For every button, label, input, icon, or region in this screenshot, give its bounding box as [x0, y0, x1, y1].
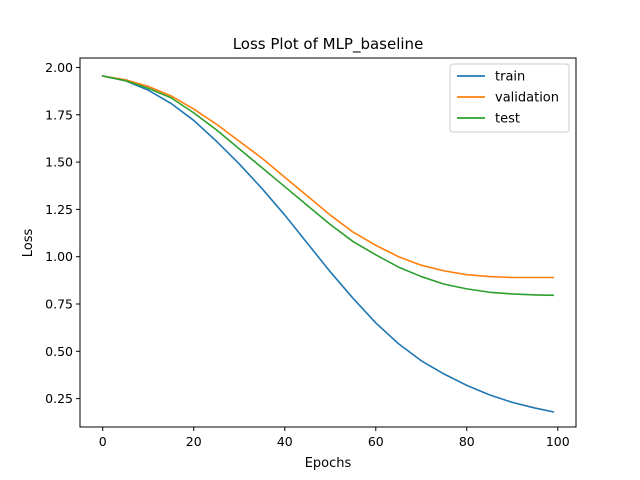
x-tick-label: 80	[459, 434, 475, 449]
y-tick-label: 1.50	[45, 155, 73, 170]
x-axis-title: Epochs	[305, 456, 352, 471]
x-tick-label: 0	[99, 434, 107, 449]
series-line-train	[101, 75, 555, 413]
x-axis: 0 20 40 60 80 100	[99, 427, 570, 449]
legend: train validation test	[449, 63, 570, 133]
y-tick-label: 1.75	[45, 107, 73, 122]
legend-label-train: train	[495, 70, 525, 85]
y-axis: 0.25 0.50 0.75 1.00 1.25 1.50 1.75 2.00	[45, 60, 80, 406]
plot-lines	[101, 75, 555, 413]
x-tick-label: 40	[277, 434, 293, 449]
x-tick-label: 20	[186, 434, 202, 449]
series-line-validation	[101, 75, 555, 279]
legend-box	[449, 63, 570, 133]
y-tick-label: 0.50	[45, 344, 73, 359]
x-tick-label: 100	[546, 434, 570, 449]
y-tick-label: 2.00	[45, 60, 73, 75]
y-tick-label: 1.00	[45, 249, 73, 264]
chart-title: Loss Plot of MLP_baseline	[233, 35, 424, 54]
series-line-test	[101, 75, 555, 297]
y-tick-label: 0.75	[45, 297, 73, 312]
y-axis-title: Loss	[21, 229, 36, 258]
y-tick-label: 0.25	[45, 391, 73, 406]
x-tick-label: 60	[368, 434, 384, 449]
legend-label-test: test	[495, 112, 520, 127]
legend-label-validation: validation	[495, 91, 559, 106]
y-tick-label: 1.25	[45, 202, 73, 217]
plot-frame	[79, 57, 577, 428]
